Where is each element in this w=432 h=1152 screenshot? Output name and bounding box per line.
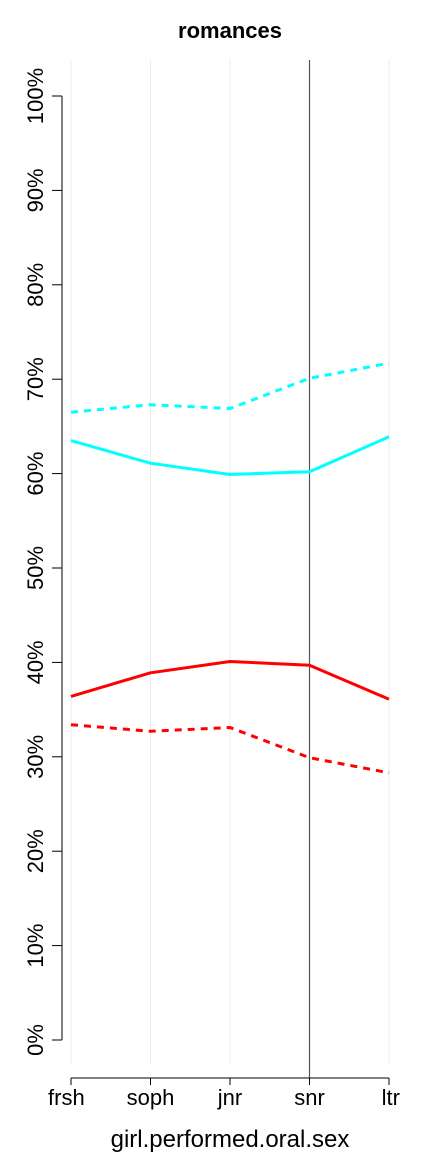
- y-tick-label-70: 70%: [23, 357, 48, 401]
- x-tick-label-snr: snr: [294, 1085, 325, 1110]
- x-tick-label-frsh: frsh: [48, 1085, 85, 1110]
- chart-title: romances: [178, 18, 282, 43]
- gridlines: [70, 60, 390, 1065]
- series-line-2: [70, 435, 390, 476]
- y-tick-label-60: 60%: [23, 452, 48, 496]
- y-tick-label-0: 0%: [23, 1024, 48, 1056]
- series-line-3: [70, 660, 390, 701]
- y-tick-label-20: 20%: [23, 829, 48, 873]
- series-line-1: [70, 361, 390, 414]
- x-axis: frsh soph jnr snr ltr: [48, 1077, 400, 1110]
- y-tick-label-80: 80%: [23, 263, 48, 307]
- y-tick-label-50: 50%: [23, 546, 48, 590]
- x-tick-label-ltr: ltr: [382, 1085, 400, 1110]
- y-tick-label-10: 10%: [23, 924, 48, 968]
- y-tick-label-40: 40%: [23, 640, 48, 684]
- series-lines: [70, 361, 390, 775]
- y-tick-label-100: 100%: [23, 68, 48, 124]
- y-axis: 0% 10% 20% 30% 40% 50% 60% 70% 80% 90% 100%: [23, 68, 63, 1056]
- y-tick-label-30: 30%: [23, 735, 48, 779]
- x-tick-label-jnr: jnr: [217, 1085, 242, 1110]
- y-tick-label-90: 90%: [23, 168, 48, 212]
- x-tick-label-soph: soph: [127, 1085, 175, 1110]
- x-axis-title: girl.performed.oral.sex: [111, 1126, 350, 1152]
- series-line-4: [70, 723, 390, 775]
